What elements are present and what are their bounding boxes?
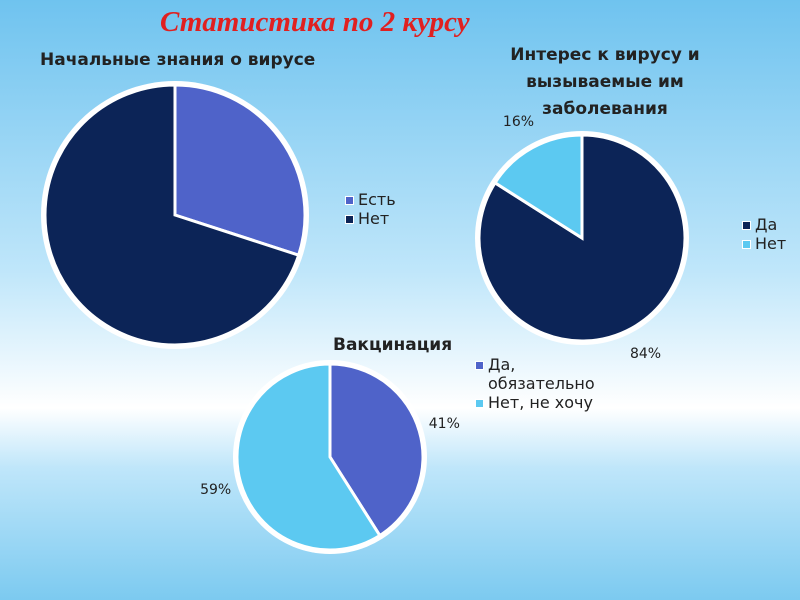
value-label: 84% [629, 345, 662, 362]
slide-title: Статистика по 2 курсу [160, 6, 470, 38]
legend-swatch [345, 196, 354, 205]
legend-label: Да, обязательно [488, 355, 595, 393]
legend-swatch [475, 399, 484, 408]
legend: Да Нет [742, 215, 786, 253]
legend-label: Нет [358, 209, 390, 228]
legend-entry: Да [742, 215, 786, 234]
pie-slice [173, 83, 307, 258]
legend-entry: Есть [345, 190, 396, 209]
legend-label: Есть [358, 190, 396, 209]
legend-swatch [742, 221, 751, 230]
legend-swatch [742, 240, 751, 249]
legend: Да, обязательно Нет, не хочу [475, 355, 615, 412]
legend-swatch [345, 215, 354, 224]
legend-swatch [475, 361, 484, 370]
pie-slice [477, 133, 687, 343]
legend-label: Нет [755, 234, 787, 253]
legend-entry: Нет [742, 234, 786, 253]
chart-title: Начальные знания о вирусе [40, 50, 316, 70]
chart-title: Интерес к вирусу и вызываемые им заболев… [510, 45, 700, 119]
legend-label: Нет, не хочу [488, 393, 593, 412]
value-label: 41% [428, 415, 460, 432]
legend: Есть Нет [345, 190, 396, 228]
legend-entry: Да, обязательно [475, 355, 615, 393]
pie-slice [492, 133, 584, 241]
chart-title: Вакцинация [333, 335, 453, 355]
legend-label: Да [755, 215, 778, 234]
value-label: 59% [200, 482, 232, 499]
value-label: 16% [502, 114, 535, 131]
pie-slice [235, 362, 382, 552]
legend-entry: Нет, не хочу [475, 393, 615, 412]
pie-slice [43, 83, 301, 347]
legend-entry: Нет [345, 209, 396, 228]
